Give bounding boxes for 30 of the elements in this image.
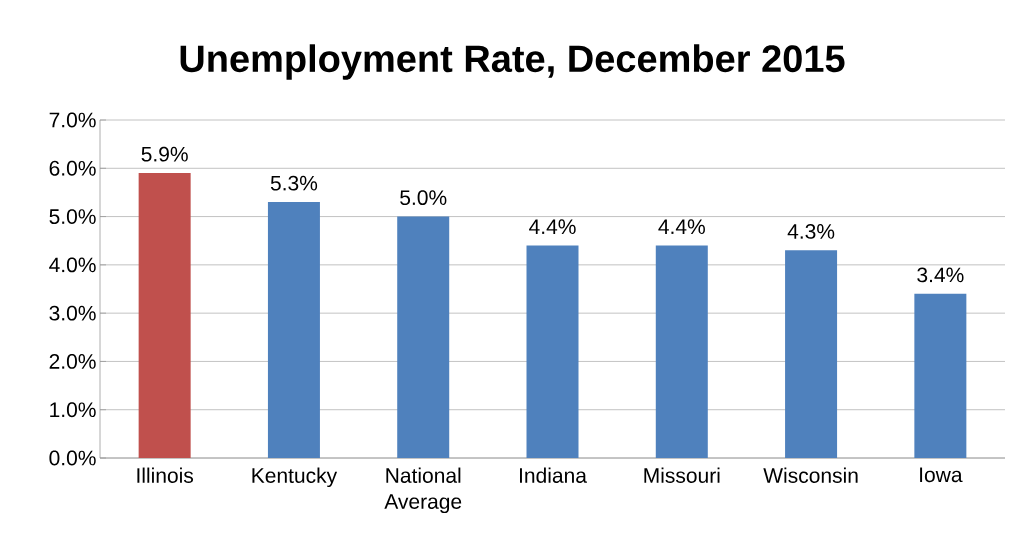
bar: [267, 202, 320, 458]
data-label: 5.0%: [400, 190, 447, 206]
data-label: 5.9%: [141, 146, 188, 162]
y-tick-label: 6.0%: [49, 160, 96, 176]
x-tick-label: Indiana: [520, 467, 587, 483]
y-tick-label: 7.0%: [49, 112, 96, 128]
y-tick-label: 3.0%: [49, 305, 96, 321]
data-label: 3.4%: [917, 267, 964, 283]
bar: [655, 245, 708, 458]
data-label: 4.4%: [658, 219, 705, 235]
y-tick-label: 1.0%: [50, 402, 96, 418]
y-tick-label: 4.0%: [49, 257, 96, 273]
x-tick-label: Kentucky: [252, 467, 338, 488]
y-tick-label: 2.0%: [49, 354, 96, 369]
data-label: 4.3%: [787, 223, 835, 239]
chart-title: Unemployment Rate, December 2015: [180, 44, 845, 80]
y-tick-label: 5.0%: [49, 209, 96, 225]
x-tick-label: National Average: [384, 467, 462, 514]
bar: [914, 293, 967, 458]
x-tick-label: Iowa: [920, 467, 963, 483]
bar: [397, 216, 450, 458]
bar: [138, 173, 191, 458]
y-tick-label: 0.0%: [49, 450, 96, 466]
x-tick-label: Illinois: [137, 467, 194, 483]
bar: [526, 245, 579, 458]
data-label: 5.3%: [270, 175, 318, 191]
bar: [785, 250, 838, 458]
x-tick-label: Wisconsin: [763, 467, 858, 483]
data-label: 4.4%: [529, 219, 576, 235]
x-tick-label: Missouri: [644, 467, 720, 483]
